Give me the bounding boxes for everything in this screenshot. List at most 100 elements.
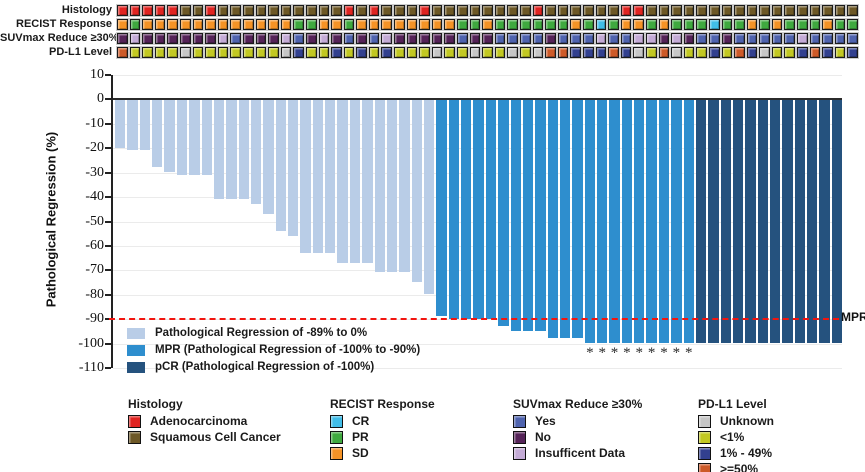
patient-bar <box>362 99 373 263</box>
annotation-square <box>179 32 192 45</box>
annotation-square <box>456 18 469 31</box>
annotation-square <box>770 4 784 17</box>
y-tick-mark <box>105 147 111 150</box>
annotation-square <box>519 4 532 17</box>
y-tick-mark <box>105 171 111 174</box>
y-tick-label: -10 <box>85 115 104 131</box>
annotation-square <box>569 46 582 59</box>
annotation-square <box>607 18 620 31</box>
annotation-square <box>443 4 456 17</box>
gridline <box>113 75 842 76</box>
patient-bar <box>732 99 744 344</box>
annotation-square <box>695 4 708 17</box>
annotation-square <box>317 32 331 45</box>
patient-bar <box>152 99 163 168</box>
annotation-square <box>632 32 645 45</box>
patient-bar: * <box>597 99 608 361</box>
annotation-square <box>657 32 671 45</box>
legend-column: PD-L1 Level Unknown <1% 1% - 49% >=50% <box>698 397 774 472</box>
patient-bar <box>189 99 200 175</box>
annotation-square <box>153 32 167 45</box>
gridline <box>113 343 842 345</box>
annotation-square <box>254 18 268 31</box>
legend-item: Unknown <box>698 414 774 428</box>
annotation-square <box>216 4 230 17</box>
annotation-square <box>720 4 734 17</box>
legend-item: No <box>513 430 642 444</box>
legend-item: Squamous Cell Cancer <box>128 430 281 444</box>
annotation-square <box>657 46 671 59</box>
chart-legend-item: MPR (Pathological Regression of -100% to… <box>127 344 420 356</box>
y-tick-label: -90 <box>85 311 104 327</box>
patient-bar <box>473 99 484 319</box>
annotation-square <box>544 4 557 17</box>
annotation-square <box>153 18 167 31</box>
patient-bar <box>770 99 781 344</box>
annotation-square <box>468 46 482 59</box>
patient-bar <box>164 99 175 173</box>
annotation-square <box>304 18 318 31</box>
annotation-square <box>405 32 419 45</box>
annotation-square <box>733 4 746 17</box>
annotation-square <box>493 4 507 17</box>
annotation-square <box>632 18 645 31</box>
annotation-square <box>569 32 582 45</box>
legend-item: <1% <box>698 430 774 444</box>
annotation-square <box>304 4 318 17</box>
annotation-square <box>695 18 708 31</box>
annotation-square <box>682 32 696 45</box>
annotation-square <box>531 4 545 17</box>
annotation-square <box>267 4 280 17</box>
legend-label: Squamous Cell Cancer <box>150 430 281 444</box>
patient-bar <box>522 99 534 331</box>
patient-bar <box>325 99 336 253</box>
legend-column-title: SUVmax Reduce ≥30% <box>513 397 643 411</box>
annotation-square <box>519 18 532 31</box>
annotation-square <box>330 4 343 17</box>
legend-label: SD <box>352 446 369 460</box>
legend-item: 1% - 49% <box>698 446 774 460</box>
legend-swatch <box>513 414 526 428</box>
asterisk-marker: * <box>586 345 594 362</box>
y-tick-mark <box>105 196 111 199</box>
annotation-square <box>279 18 293 31</box>
annotation-square <box>179 4 192 17</box>
annotation-square <box>279 32 293 45</box>
annotation-square <box>707 46 721 59</box>
annotation-square <box>569 18 582 31</box>
annotation-square <box>632 4 645 17</box>
y-tick-mark <box>105 122 111 125</box>
y-tick-mark <box>105 318 111 321</box>
legend-swatch <box>127 361 145 373</box>
annotation-square <box>254 46 268 59</box>
legend-column-title: PD-L1 Level <box>698 397 767 411</box>
annotation-square <box>418 18 431 31</box>
annotation-square <box>116 18 129 31</box>
legend-swatch <box>513 446 526 460</box>
annotation-square <box>430 46 444 59</box>
annotation-square <box>216 46 230 59</box>
chart-legend-item: pCR (Pathological Regression of -100%) <box>127 361 374 373</box>
annotation-square <box>720 32 734 45</box>
annotation-square <box>393 4 406 17</box>
patient-bar <box>498 99 509 327</box>
annotation-square <box>569 4 582 17</box>
annotation-square <box>758 4 771 17</box>
patient-bar: * <box>584 99 596 361</box>
annotation-square <box>179 46 192 59</box>
annotation-square <box>695 46 708 59</box>
annotation-square <box>733 18 746 31</box>
legend-item: Yes <box>513 414 642 428</box>
annotation-square <box>128 32 142 45</box>
annotation-square <box>506 4 519 17</box>
y-tick-mark <box>105 293 111 296</box>
legend-column: Histology Adenocarcinoma Squamous Cell Can… <box>128 397 281 446</box>
annotation-square <box>128 4 142 17</box>
patient-bar <box>819 99 830 344</box>
annotation-row <box>116 18 859 31</box>
asterisk-marker: * <box>672 345 681 362</box>
annotation-square <box>733 46 746 59</box>
legend-item: CR <box>330 414 435 428</box>
annotation-square <box>342 32 356 45</box>
annotation-square <box>141 4 154 17</box>
